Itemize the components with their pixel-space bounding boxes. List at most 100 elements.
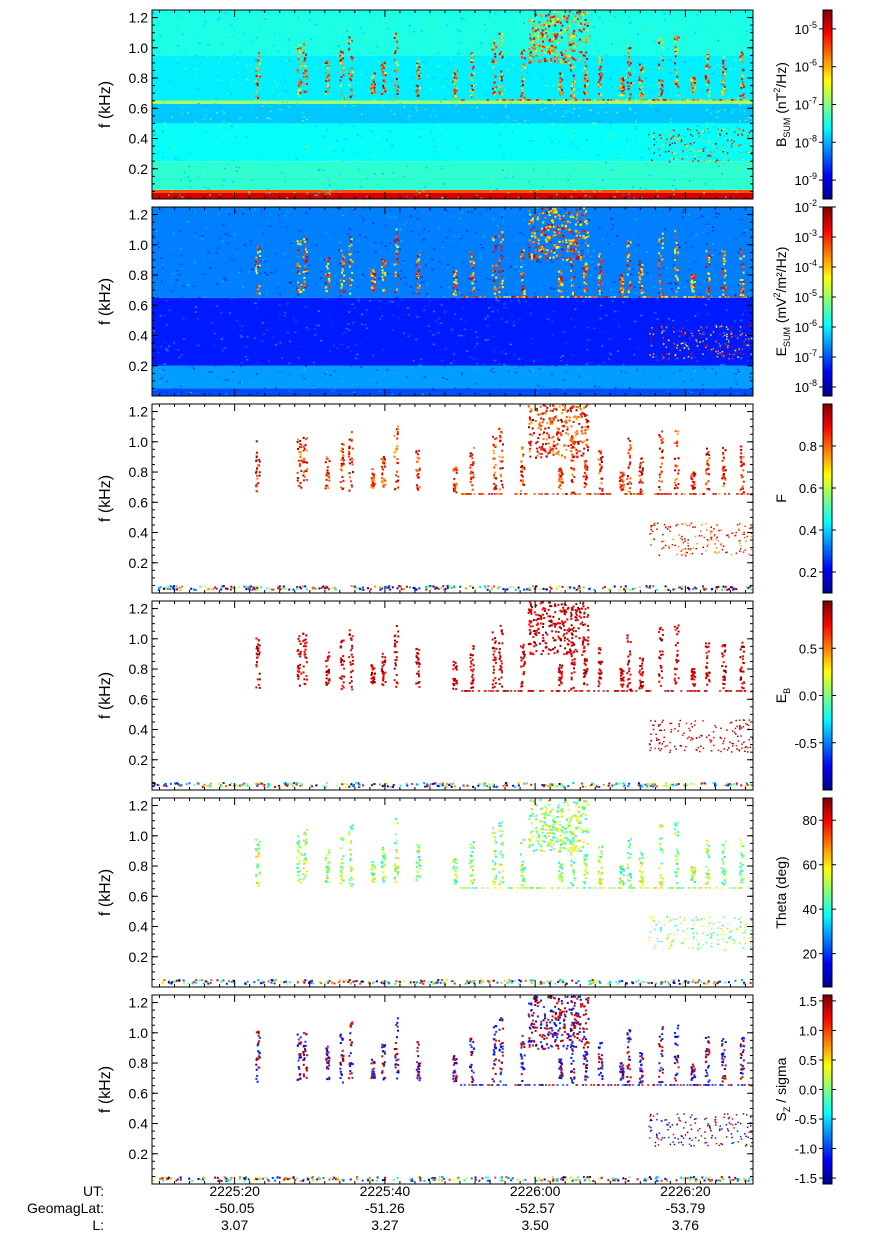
emission-point xyxy=(622,282,625,285)
speckle xyxy=(325,371,328,374)
speckle xyxy=(437,52,440,54)
speckle xyxy=(734,293,737,296)
emission-point xyxy=(674,267,677,270)
speckle xyxy=(363,280,366,282)
emission-point xyxy=(586,265,589,268)
speckle xyxy=(248,149,251,151)
emission-point xyxy=(258,292,261,295)
speckle xyxy=(261,10,264,13)
speckle xyxy=(445,176,448,179)
speckle xyxy=(211,322,214,324)
speckle xyxy=(458,156,461,159)
emission-point xyxy=(296,290,299,293)
speckle xyxy=(341,380,344,382)
emission-point xyxy=(296,263,299,266)
chorus-point xyxy=(568,56,571,59)
speckle xyxy=(716,208,719,210)
emission-point xyxy=(494,53,497,56)
speckle xyxy=(694,135,697,138)
speckle xyxy=(388,300,391,302)
speckle xyxy=(295,158,298,160)
emission-point xyxy=(350,55,353,58)
speckle xyxy=(259,377,262,380)
speckle xyxy=(440,45,443,47)
speckle xyxy=(408,115,411,117)
speckle xyxy=(574,350,577,352)
speckle xyxy=(245,275,248,278)
emission-point xyxy=(327,66,330,69)
speckle xyxy=(739,317,742,319)
speckle xyxy=(729,68,732,70)
emission-point xyxy=(305,245,308,248)
chorus-point xyxy=(533,30,536,33)
emission-point xyxy=(621,77,624,80)
emission-point xyxy=(641,93,644,96)
speckle xyxy=(691,334,694,336)
emission-point xyxy=(740,257,743,260)
speckle xyxy=(388,161,391,163)
speckle xyxy=(239,334,242,337)
speckle xyxy=(669,23,672,25)
speckle xyxy=(631,186,634,188)
speckle xyxy=(286,304,289,307)
emission-point xyxy=(501,279,504,282)
speckle xyxy=(482,46,485,49)
speckle xyxy=(654,356,657,358)
speckle xyxy=(203,170,206,173)
emission-point xyxy=(721,92,724,95)
speckle xyxy=(182,317,185,320)
speckle xyxy=(629,22,632,24)
speckle xyxy=(190,146,193,149)
speckle xyxy=(611,33,614,36)
speckle xyxy=(689,28,692,31)
emission-point xyxy=(706,64,709,67)
speckle xyxy=(356,250,359,253)
speckle xyxy=(620,370,623,373)
emission-point xyxy=(627,289,630,292)
speckle xyxy=(396,296,399,299)
speckle xyxy=(246,211,249,214)
emission-point xyxy=(383,80,386,83)
speckle xyxy=(564,371,567,373)
colorbar-tick-label: 10-5 xyxy=(795,20,817,37)
speckle xyxy=(647,92,650,94)
emission-point xyxy=(326,267,329,270)
emission-point xyxy=(395,250,398,253)
emission-point xyxy=(382,260,385,263)
speckle xyxy=(266,101,269,103)
speckle xyxy=(262,333,265,335)
lowband-point xyxy=(686,145,688,147)
speckle xyxy=(619,155,622,158)
speckle xyxy=(723,218,726,221)
speckle xyxy=(656,359,659,361)
chorus-point xyxy=(575,208,578,211)
speckle xyxy=(254,83,257,86)
speckle xyxy=(398,383,401,385)
speckle xyxy=(518,301,521,304)
lowband-point xyxy=(733,131,736,133)
speckle xyxy=(364,236,367,239)
emission-point xyxy=(521,84,524,87)
lowband-point xyxy=(706,155,709,157)
speckle xyxy=(413,30,416,33)
speckle xyxy=(636,369,639,371)
emission-point xyxy=(583,272,586,275)
speckle xyxy=(526,71,529,74)
chorus-point xyxy=(556,41,559,44)
speckle xyxy=(359,64,362,66)
chorus-point xyxy=(541,46,544,49)
speckle xyxy=(176,279,179,281)
speckle xyxy=(729,282,732,284)
emission-point xyxy=(256,82,259,85)
speckle xyxy=(177,62,180,64)
emission-point xyxy=(661,46,664,49)
speckle xyxy=(576,92,579,95)
speckle xyxy=(277,161,280,163)
speckle xyxy=(384,180,387,182)
speckle xyxy=(449,215,452,217)
band xyxy=(152,192,753,199)
speckle xyxy=(747,208,750,211)
emission-point xyxy=(348,36,351,39)
speckle xyxy=(562,371,565,374)
emission-point xyxy=(739,294,742,297)
